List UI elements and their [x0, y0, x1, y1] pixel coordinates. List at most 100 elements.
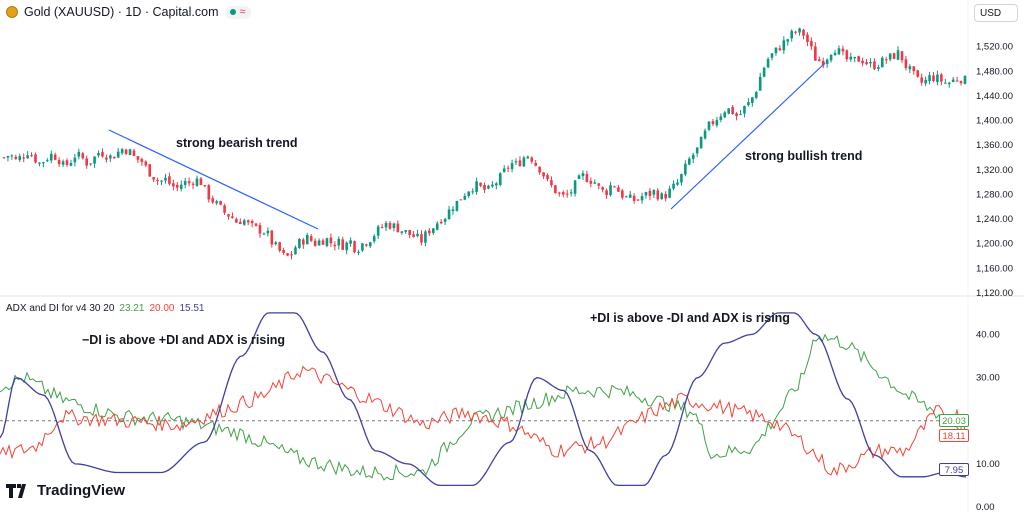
- candle-body: [786, 39, 790, 42]
- market-status[interactable]: ≈: [224, 5, 251, 19]
- candle-body: [624, 196, 628, 198]
- candle-body: [69, 163, 73, 166]
- candle-body: [715, 120, 719, 126]
- candle-body: [924, 79, 927, 84]
- candle-body: [435, 223, 439, 230]
- candle-body: [955, 80, 959, 82]
- candle-body: [951, 79, 955, 83]
- candle-body: [18, 156, 22, 160]
- candle-body: [664, 193, 667, 199]
- candle-body: [235, 218, 238, 223]
- candle-body: [93, 156, 96, 164]
- candle-body: [447, 209, 451, 220]
- candle-body: [46, 160, 49, 162]
- candle-body: [491, 184, 494, 187]
- candle-body: [498, 173, 502, 185]
- candle-body: [483, 184, 486, 190]
- candle-body: [707, 121, 711, 130]
- candle-body: [581, 173, 585, 177]
- candle-body: [877, 67, 880, 69]
- indicator-line-adx: [0, 312, 967, 487]
- candle-body: [542, 172, 545, 177]
- candle-body: [420, 234, 423, 243]
- candle-body: [376, 226, 380, 236]
- annotation-minus-di: −DI is above +DI and ADX is rising: [82, 333, 286, 347]
- candle-body: [487, 185, 490, 189]
- candle-body: [396, 223, 400, 233]
- candle-body: [404, 230, 408, 232]
- candle-body: [754, 91, 758, 98]
- candle-body: [455, 200, 459, 211]
- indicator-tick-label: 40.00: [976, 330, 1000, 341]
- candle-body: [26, 155, 29, 159]
- candle-body: [684, 163, 687, 175]
- candle-body: [124, 149, 128, 154]
- symbol-title[interactable]: Gold (XAUUSD) · 1D · Capital.com: [24, 5, 219, 19]
- candle-body: [790, 30, 794, 39]
- candle-body: [160, 180, 163, 182]
- candle-body: [6, 156, 10, 158]
- candle-body: [869, 62, 872, 64]
- indicator-tick-label: 10.00: [976, 459, 1000, 470]
- candle-body: [479, 182, 482, 186]
- candle-body: [325, 238, 329, 246]
- candle-body: [81, 153, 85, 159]
- plus-di-tag: 20.03: [939, 414, 969, 427]
- candles: [2, 27, 967, 260]
- candle-body: [821, 60, 825, 66]
- candle-body: [959, 81, 963, 84]
- candle-body: [57, 160, 61, 165]
- candle-body: [904, 59, 908, 69]
- candle-body: [365, 244, 368, 246]
- price-tick-label: 1,480.00: [976, 66, 1013, 77]
- candle-body: [128, 149, 132, 156]
- candle-body: [861, 60, 864, 64]
- candle-body: [589, 180, 593, 184]
- candle-body: [357, 251, 360, 253]
- price-tick-label: 1,520.00: [976, 42, 1013, 53]
- candle-body: [928, 75, 931, 82]
- candle-body: [833, 52, 837, 56]
- minus-di-value: 20.00: [149, 303, 175, 314]
- candle-body: [644, 192, 648, 196]
- price-tick-label: 1,360.00: [976, 140, 1013, 151]
- candle-body: [963, 75, 967, 84]
- candle-body: [38, 162, 41, 164]
- candle-body: [546, 175, 549, 180]
- minus-di-tag: 18.11: [939, 429, 969, 442]
- candle-body: [282, 249, 285, 253]
- candle-body: [778, 48, 782, 51]
- candle-body: [672, 183, 675, 189]
- candle-body: [841, 48, 845, 52]
- candle-body: [302, 239, 305, 245]
- candle-body: [266, 230, 270, 234]
- candle-body: [199, 178, 203, 186]
- candle-body: [561, 192, 565, 195]
- candle-body: [609, 185, 612, 196]
- candle-body: [471, 191, 474, 193]
- candle-body: [908, 66, 912, 70]
- candle-body: [431, 228, 435, 233]
- tradingview-logo[interactable]: TradingView: [6, 482, 125, 499]
- candle-body: [688, 158, 691, 165]
- candle-body: [203, 185, 207, 187]
- indicator-legend[interactable]: ADX and DI for v4 30 20 23.21 20.00 15.5…: [6, 303, 205, 314]
- candle-body: [597, 183, 601, 186]
- candle-body: [439, 221, 443, 224]
- candle-body: [211, 198, 215, 203]
- candle-body: [309, 236, 313, 241]
- currency-selector[interactable]: USD: [974, 4, 1018, 22]
- adx-tag: 7.95: [939, 463, 969, 476]
- candle-body: [191, 183, 195, 185]
- candle-body: [534, 162, 538, 166]
- candle-body: [223, 205, 226, 213]
- candle-body: [628, 194, 632, 198]
- candle-body: [691, 154, 695, 159]
- candle-body: [944, 82, 947, 84]
- candle-body: [242, 220, 246, 225]
- candle-body: [120, 149, 124, 154]
- candle-body: [810, 40, 813, 47]
- indicator-tick-label: 0.00: [976, 502, 995, 512]
- candle-body: [495, 183, 498, 186]
- indicator-line-minusdi: [0, 365, 967, 477]
